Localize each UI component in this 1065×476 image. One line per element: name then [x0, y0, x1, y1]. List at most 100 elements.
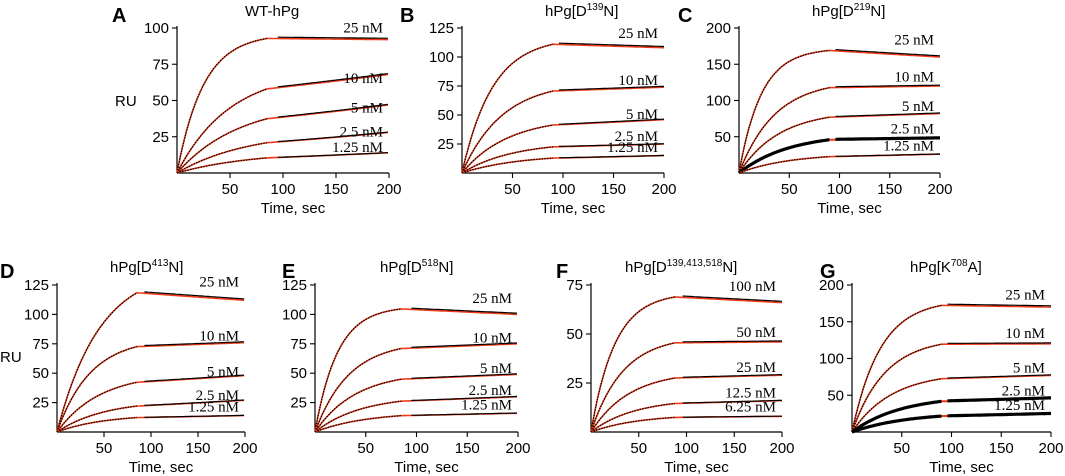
- concentration-label: 10 nM: [472, 331, 512, 347]
- panel-title: WT-hPg: [245, 3, 299, 20]
- x-tick-label: 150: [989, 440, 1014, 457]
- x-tick-label: 150: [323, 181, 348, 198]
- x-tick-label: 100: [939, 440, 964, 457]
- panel-a: A WT-hPg 25 50 75 100 50 100 150 200 Time, sec RU 25…: [112, 3, 402, 217]
- data-curve-association: [738, 138, 830, 175]
- y-tick-label: 200: [819, 277, 844, 294]
- data-curve-dissociation: [411, 307, 518, 314]
- x-tick-label: 100: [270, 181, 295, 198]
- panel-title: hPg[D219N]: [812, 2, 885, 20]
- panel-title: hPg[D518N]: [380, 258, 453, 276]
- series-12-5-nM: 12.5 nM: [590, 385, 783, 433]
- concentration-label: 5 nM: [207, 364, 239, 380]
- panel-letter: B: [400, 5, 414, 27]
- y-tick-label: 100: [282, 306, 307, 323]
- concentration-label: 5 nM: [351, 101, 383, 117]
- data-curve-dissociation: [835, 136, 940, 141]
- series-50-nM: 50 nM: [590, 325, 783, 433]
- y-tick-label: 100: [144, 20, 169, 37]
- panel-letter: E: [282, 261, 295, 283]
- x-tick-label: 200: [1038, 440, 1063, 457]
- y-tick-label: 100: [819, 351, 844, 368]
- data-curve-dissociation: [144, 399, 245, 406]
- concentration-label: 1.25 nM: [188, 400, 239, 416]
- series-10-nM: 10 nM: [738, 70, 941, 174]
- series-2-5-nM: 2.5 nM: [176, 125, 388, 174]
- x-tick-label: 200: [927, 181, 952, 198]
- concentration-label: 10 nM: [199, 329, 239, 345]
- data-curve-association: [461, 124, 554, 174]
- data-curve-dissociation: [947, 303, 1051, 307]
- y-tick-label: 75: [566, 277, 583, 294]
- y-tick-label: 125: [24, 277, 49, 294]
- x-tick-label: 150: [877, 181, 902, 198]
- series-10-nM: 10 nM: [176, 71, 389, 174]
- panel-title: hPg[D139,413,518N]: [625, 258, 737, 276]
- y-tick-label: 75: [437, 78, 454, 95]
- series-5-nM: 5 nM: [851, 361, 1052, 433]
- concentration-label: 10 nM: [343, 71, 383, 87]
- series-10-nM: 10 nM: [461, 73, 665, 174]
- concentration-label: 25 nM: [472, 291, 512, 307]
- y-tick-label: 150: [706, 56, 731, 73]
- series-5-nM: 5 nM: [314, 361, 518, 433]
- x-tick-label: 50: [893, 440, 910, 457]
- data-curve-dissociation: [277, 103, 388, 118]
- series-25-nM: 25 nM: [851, 287, 1052, 433]
- data-curve-dissociation: [411, 373, 518, 379]
- y-tick-label: 25: [152, 129, 169, 146]
- data-curve-association: [314, 378, 402, 433]
- data-curve-association: [590, 296, 676, 433]
- data-curve-association: [56, 292, 138, 433]
- data-curve-dissociation: [558, 85, 665, 91]
- x-tick-label: 150: [185, 440, 210, 457]
- series-2-5-nM: 2.5 nM: [461, 129, 665, 174]
- series-1-25-nM: 1.25 nM: [176, 140, 388, 174]
- data-curve-association: [738, 87, 830, 174]
- concentration-label: 5 nM: [626, 107, 658, 123]
- y-tick-label: 100: [706, 93, 731, 110]
- x-axis-title: Time, sec: [129, 459, 194, 476]
- x-tick-label: 200: [376, 181, 401, 198]
- panel-letter: A: [112, 5, 126, 27]
- y-tick-label: 75: [152, 56, 169, 73]
- concentration-label: 1.25 nM: [332, 140, 383, 156]
- y-axis-title: RU: [0, 349, 22, 366]
- data-curve-association: [314, 415, 402, 433]
- y-tick-label: 200: [706, 20, 731, 37]
- concentration-label: 5 nM: [1013, 361, 1045, 377]
- concentration-label: 5 nM: [480, 361, 512, 377]
- x-axis-title: Time, sec: [394, 459, 459, 476]
- data-curve-association: [851, 399, 942, 434]
- data-curve-dissociation: [277, 131, 388, 143]
- concentration-label: 2.5 nM: [469, 383, 512, 399]
- series-10-nM: 10 nM: [56, 329, 245, 433]
- data-curve-dissociation: [559, 143, 665, 147]
- data-curve-dissociation: [682, 295, 783, 302]
- panel-title: hPg[K708A]: [910, 258, 982, 276]
- data-curve-association: [738, 49, 830, 174]
- series-1-25-nM: 1.25 nM: [851, 398, 1052, 434]
- y-tick-label: 125: [429, 20, 454, 37]
- data-curve-dissociation: [411, 412, 518, 416]
- x-axis-title: Time, sec: [929, 459, 994, 476]
- data-curve-association: [56, 381, 138, 433]
- x-axis-title: Time, sec: [261, 200, 326, 217]
- series-2-5-nM: 2.5 nM: [738, 122, 940, 175]
- panel-letter: D: [0, 261, 14, 283]
- y-axis-title: RU: [115, 93, 137, 110]
- y-tick-label: 25: [437, 136, 454, 153]
- data-curve-dissociation: [558, 42, 665, 48]
- y-tick-label: 150: [819, 314, 844, 331]
- series-25-nM: 25 nM: [56, 275, 245, 433]
- panel-letter: G: [820, 261, 836, 283]
- data-curve-dissociation: [277, 73, 388, 88]
- data-curve-dissociation: [144, 341, 245, 347]
- x-tick-label: 100: [404, 440, 429, 457]
- data-curve-association: [176, 157, 268, 174]
- x-tick-label: 50: [504, 181, 521, 198]
- data-curve-dissociation: [144, 291, 245, 300]
- x-tick-label: 200: [232, 440, 257, 457]
